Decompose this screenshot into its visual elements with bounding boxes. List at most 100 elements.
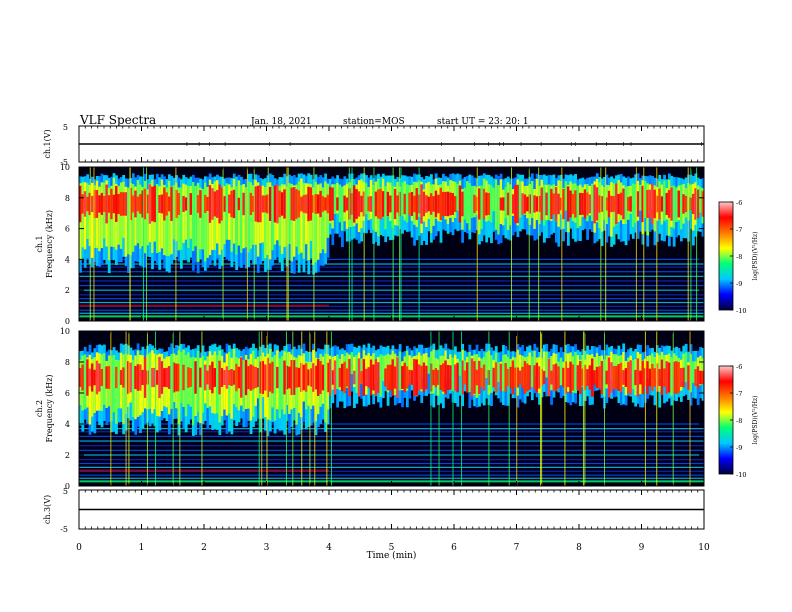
spectral-column (211, 361, 215, 394)
spectral-column (684, 352, 688, 383)
narrowband-line (79, 440, 704, 442)
narrowband-line (79, 258, 704, 260)
spectral-column (220, 187, 224, 221)
spectral-column (533, 365, 537, 390)
spectral-column (225, 366, 229, 389)
spectral-column (324, 181, 327, 254)
spectral-column (136, 179, 140, 244)
spectral-column (302, 364, 306, 391)
x-tick-label: 2 (201, 543, 207, 553)
narrowband-line (79, 431, 704, 433)
spectral-column (446, 364, 450, 391)
spectral-column (526, 196, 529, 212)
spectral-column (252, 185, 255, 245)
spectral-column (696, 366, 700, 389)
spectral-column (456, 362, 460, 393)
narrowband-line (79, 263, 704, 265)
spectral-column (533, 195, 537, 213)
spectral-column (151, 367, 154, 388)
spectral-column (213, 368, 217, 387)
spectral-column (607, 357, 611, 398)
spectral-column (439, 187, 443, 221)
spectral-column (509, 184, 513, 226)
spectral-column (153, 185, 157, 223)
spectral-column (591, 358, 594, 397)
spectral-column (283, 189, 287, 219)
spectral-column (569, 361, 573, 394)
spectral-column (196, 195, 200, 213)
spectral-column (389, 195, 392, 213)
spectral-column (252, 195, 255, 212)
spectral-column (312, 363, 315, 392)
spectral-column (379, 354, 383, 397)
spectral-column (304, 363, 308, 392)
spectral-column (530, 356, 534, 387)
spectral-column (187, 367, 190, 388)
spectral-column (240, 357, 243, 398)
spectral-column (268, 363, 272, 392)
spectral-column (244, 359, 248, 396)
spheric-line (541, 331, 543, 486)
spectral-column (475, 369, 479, 386)
spectral-column (615, 365, 618, 390)
spectral-column (408, 192, 412, 216)
spectral-column (341, 186, 344, 231)
spectral-column (639, 184, 642, 211)
spectral-column (365, 368, 368, 387)
spectral-column (466, 362, 469, 393)
spectral-column (677, 190, 681, 218)
y-tick-label: 5 (63, 123, 68, 132)
spectral-column (204, 364, 207, 391)
spheric-line (528, 167, 530, 321)
spectral-column (663, 180, 666, 222)
spectral-column (434, 368, 438, 387)
spectral-column (420, 184, 424, 224)
y-axis-label: ch.1 (35, 235, 44, 252)
spheric-line (561, 167, 563, 321)
spectral-column (160, 194, 164, 214)
spectral-column (670, 357, 674, 396)
narrowband-line (79, 294, 704, 296)
spheric-line (605, 167, 607, 321)
spectral-column (624, 368, 628, 387)
spectral-column (237, 197, 241, 211)
ch3-voltage-panel: 5 -5 ch.3(V) (43, 487, 705, 534)
spectral-column (518, 181, 522, 218)
spectral-column (189, 368, 193, 387)
spectral-column (283, 360, 287, 395)
spheric-line (656, 331, 658, 486)
spectral-column (175, 189, 178, 219)
spectral-column (485, 192, 489, 216)
spectral-column (218, 184, 222, 224)
spectral-column (79, 185, 82, 223)
spectral-column (367, 196, 371, 212)
narrowband-line (79, 284, 704, 287)
spectral-column (379, 188, 383, 220)
spectral-column (550, 370, 553, 385)
spectral-column (348, 358, 352, 397)
spectral-column (415, 188, 419, 220)
spectral-column (646, 190, 650, 218)
spectral-column (326, 362, 330, 393)
spheric-line (246, 167, 248, 321)
spectral-column (216, 190, 219, 218)
narrowband-line (79, 312, 704, 314)
spectral-column (648, 368, 652, 387)
spectral-column (184, 197, 188, 211)
spectral-column (538, 366, 541, 389)
spectral-column (143, 357, 147, 398)
spectral-column (319, 183, 323, 254)
spectral-column (324, 353, 327, 423)
spectral-column (177, 193, 181, 215)
narrowband-line (79, 469, 329, 472)
spectral-column (494, 179, 498, 230)
spectral-column (261, 360, 265, 395)
y-tick-label: 10 (60, 327, 70, 336)
spectral-column (639, 370, 642, 385)
spectral-column (179, 352, 183, 403)
spectral-column (129, 362, 133, 393)
spectral-column (566, 367, 570, 388)
spectral-column (324, 197, 327, 211)
spheric-line (696, 167, 698, 321)
spectral-column (540, 187, 544, 221)
